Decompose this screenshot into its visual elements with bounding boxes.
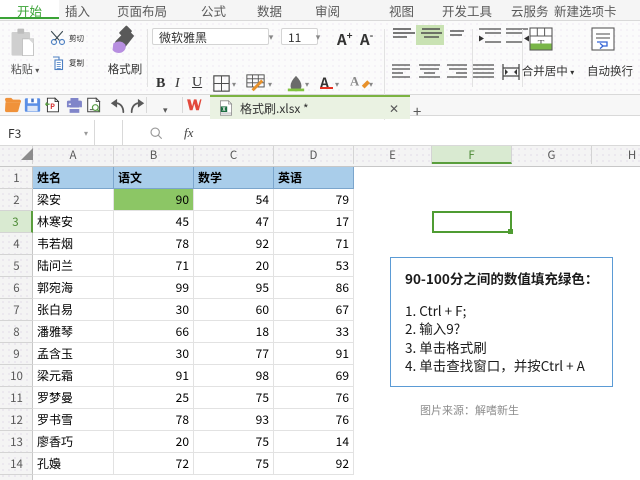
svg-text:复制: 复制 <box>69 58 84 69</box>
svg-text:剪切: 剪切 <box>69 33 84 44</box>
svg-text:A: A <box>350 75 360 89</box>
